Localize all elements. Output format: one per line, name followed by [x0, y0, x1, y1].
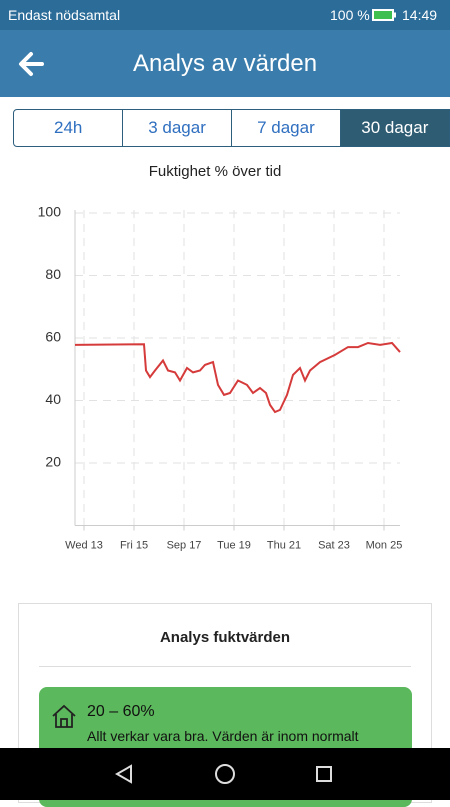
y-tick-label: 80	[45, 266, 61, 282]
separator	[39, 666, 411, 667]
x-tick-label: Sat 23	[318, 539, 350, 551]
y-tick-label: 60	[45, 329, 61, 345]
battery-level: 100 %	[330, 7, 370, 23]
back-button[interactable]	[17, 51, 45, 77]
nav-buttons	[114, 764, 332, 784]
home-icon	[52, 704, 76, 728]
y-tick-label: 100	[38, 204, 62, 220]
x-tick-label: Sep 17	[167, 539, 202, 551]
header-title: Analys av värden	[132, 50, 318, 77]
tab[interactable]: 3 dagar	[121, 109, 233, 147]
header: Analys av värden	[0, 30, 450, 97]
back-nav[interactable]	[114, 764, 132, 784]
data-line	[74, 341, 401, 414]
x-tick-label: Wed 13	[65, 539, 103, 551]
home-nav[interactable]	[215, 764, 235, 784]
x-tick-label: Mon 25	[366, 539, 403, 551]
card-title: Analys fuktvärden	[159, 629, 291, 646]
status-bar: Endast nödsamtal 100 % 14:49	[0, 0, 450, 30]
recent-nav[interactable]	[316, 766, 332, 782]
x-tick-label: Fri 15	[120, 539, 148, 551]
tab-bar: 24h 3 dagar 7 dagar 30 dagar	[13, 109, 450, 147]
x-tick-label: Tue 19	[217, 539, 251, 551]
carrier: Endast nödsamtal	[8, 7, 121, 23]
x-tick-label: Thu 21	[267, 539, 301, 551]
y-tick-label: 20	[45, 454, 61, 470]
range: 20 – 60%	[87, 703, 155, 720]
chart-title: Fuktighet % över tid	[149, 163, 282, 180]
nav-bar	[0, 748, 450, 800]
tab[interactable]: 7 dagar	[230, 109, 342, 147]
tab[interactable]: 30 dagar	[339, 109, 450, 147]
battery-icon	[372, 9, 396, 21]
clock: 14:49	[402, 7, 438, 23]
chart: Fuktighet % över tid 20 40 60 80 100 Wed 13 Fr…	[38, 163, 403, 551]
tab[interactable]: 24h	[13, 109, 124, 147]
y-tick-label: 40	[45, 391, 61, 407]
